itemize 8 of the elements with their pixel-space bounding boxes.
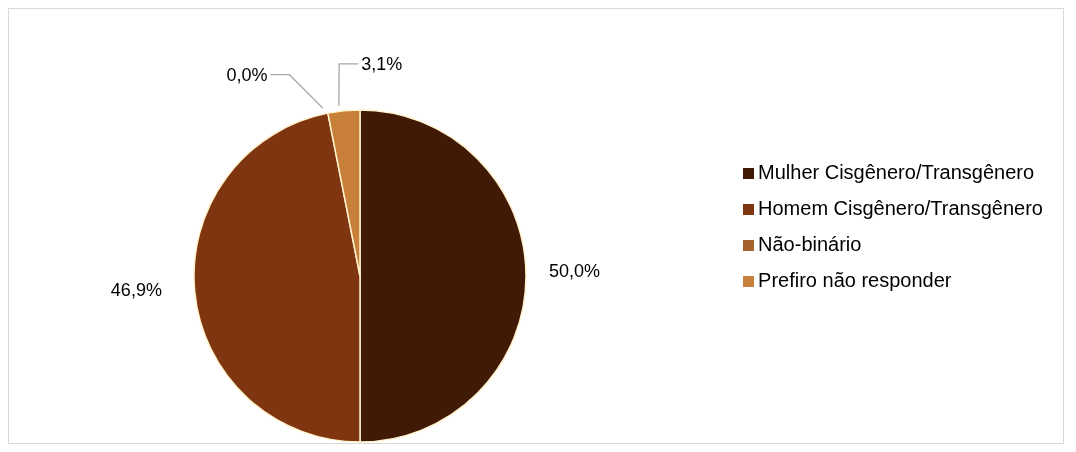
legend-label: Homem Cisgênero/Transgênero xyxy=(758,197,1043,219)
text: 0,0% xyxy=(226,64,268,85)
data-label: 3,1% xyxy=(361,53,403,74)
legend-label: Prefiro não responder xyxy=(758,269,952,291)
data-label: 46,9% xyxy=(110,279,162,300)
legend-label: Não-binário xyxy=(758,233,862,255)
data-label: 50,0% xyxy=(549,261,601,281)
legend-label: Mulher Cisgênero/Transgênero xyxy=(758,161,1035,183)
